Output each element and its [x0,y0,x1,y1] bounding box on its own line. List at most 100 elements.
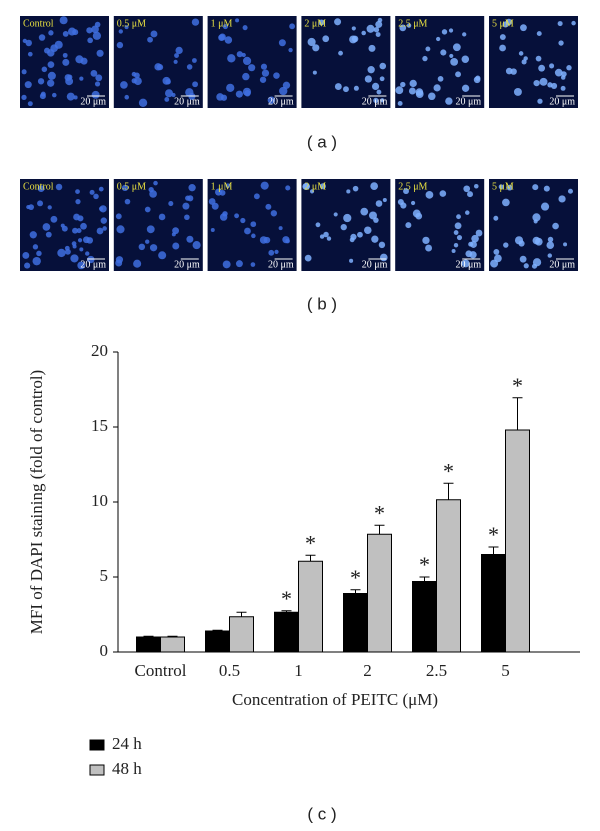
nucleus [361,30,366,36]
nucleus [62,52,68,58]
nucleus [47,205,52,210]
legend-swatch [89,739,105,751]
nucleus [461,55,470,63]
nucleus [216,93,224,101]
nucleus [289,23,296,30]
nucleus [351,35,359,43]
nucleus [32,244,39,250]
nucleus [445,97,453,105]
nucleus [543,185,550,192]
scale-label: 20 μm [174,96,200,107]
nucleus [449,53,454,58]
nucleus [37,78,45,85]
bar [343,593,368,653]
nucleus [278,226,283,231]
nucleus [86,27,93,34]
nucleus [42,223,51,231]
nucleus [25,39,32,47]
nucleus [47,71,56,80]
panel-label: 2 μM [304,181,326,192]
nucleus [350,233,357,240]
nucleus [27,51,33,57]
nucleus [412,209,421,218]
nucleus [340,224,347,231]
x-tick-label: 0.5 [219,661,240,680]
nucleus [158,213,166,221]
nucleus [253,193,260,200]
nucleus [537,98,543,104]
nucleus [115,213,122,220]
nucleus [138,243,146,251]
nucleus [192,241,201,250]
nucleus [165,89,174,98]
caption: ( a ) [307,132,337,151]
significance: * [281,586,292,611]
nucleus [79,247,84,252]
nucleus [465,210,470,215]
nucleus [50,215,58,223]
nucleus [210,228,215,233]
nucleus [36,250,42,257]
nucleus [47,79,55,87]
nucleus [397,100,403,106]
nucleus [102,226,107,231]
nucleus [244,227,251,235]
nucleus [523,263,529,269]
bar [298,560,323,653]
nucleus [322,35,330,43]
nucleus [319,183,326,190]
nucleus [533,219,538,224]
nucleus [91,25,99,34]
nucleus [219,213,228,221]
nucleus [187,195,194,202]
nucleus [334,83,342,90]
micrograph [113,179,203,271]
nucleus [425,46,431,52]
nucleus [433,84,441,92]
panel-label: Control [23,181,54,192]
nucleus [523,56,528,61]
nucleus [351,26,356,31]
nucleus [326,236,332,241]
nucleus [244,90,251,97]
y-tick-label: 10 [91,491,108,510]
nucleus [227,54,236,63]
panel-label: 5 μM [492,18,514,29]
scale-label: 20 μm [456,96,482,107]
nucleus [468,241,474,247]
nucleus [406,23,412,28]
nucleus [353,85,359,91]
nucleus [557,21,563,27]
nucleus [59,16,68,25]
nucleus [192,81,199,88]
nucleus [567,188,573,194]
nucleus [288,47,293,53]
nucleus [364,226,372,235]
nucleus [539,77,548,86]
nucleus [87,37,93,44]
nucleus [503,242,509,248]
nucleus [368,211,377,220]
nucleus [251,233,256,239]
nucleus [259,76,267,83]
nucleus [312,44,320,52]
nucleus [521,59,527,65]
nucleus [133,259,142,268]
nucleus [174,53,179,58]
bar [205,630,230,653]
panel-label: 2.5 μM [398,18,427,29]
scale-label: 20 μm [80,96,106,107]
nucleus [225,183,231,189]
nucleus [453,243,459,248]
nucleus [367,66,375,74]
nucleus [303,182,311,190]
nucleus [99,205,107,213]
significance: * [443,458,454,483]
nucleus [451,248,456,253]
nucleus [547,253,552,258]
nucleus [368,44,376,52]
nucleus [116,41,124,49]
nucleus [439,190,447,197]
nucleus [186,64,193,70]
nucleus [343,86,349,93]
